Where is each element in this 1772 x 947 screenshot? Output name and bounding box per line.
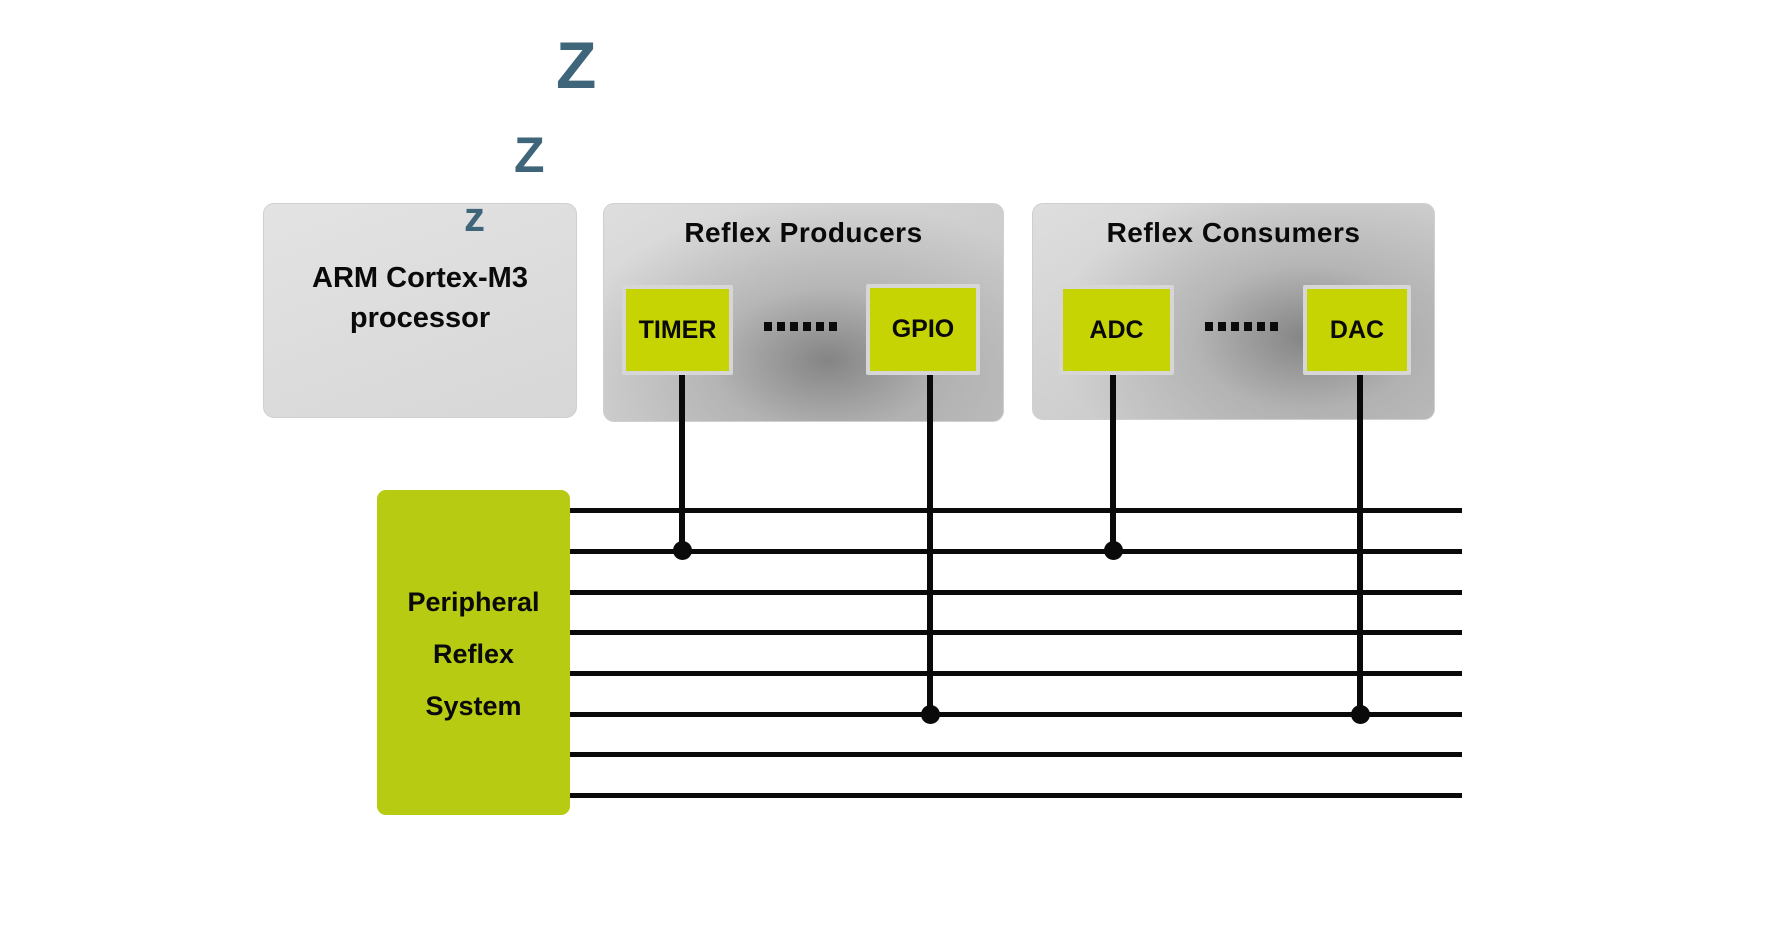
- prs-label-line1: Peripheral: [407, 587, 540, 617]
- reflex-producers-title: Reflex Producers: [684, 217, 923, 248]
- arm-processor-label: ARM Cortex-M3 processor: [264, 204, 576, 417]
- prs-label-line3: System: [425, 691, 522, 721]
- sleep-z-large-icon: Z: [556, 28, 597, 102]
- adc-connector-line: [1110, 372, 1116, 552]
- sleep-z-small-icon: z: [464, 193, 485, 240]
- arm-processor-label-line1: ARM Cortex-M3: [312, 261, 528, 294]
- dac-junction-dot: [1351, 705, 1370, 724]
- consumers-ellipsis-dots: [1205, 322, 1281, 331]
- timer-junction-dot: [673, 541, 692, 560]
- timer-chip: TIMER: [622, 285, 733, 375]
- gpio-connector-line: [927, 372, 933, 716]
- bus-line-8: [566, 793, 1462, 798]
- timer-chip-label: TIMER: [638, 315, 717, 344]
- gpio-chip-label: GPIO: [891, 315, 955, 343]
- bus-line-5: [566, 671, 1462, 676]
- arm-processor-box: ARM Cortex-M3 processor: [263, 203, 577, 418]
- dac-connector-line: [1357, 372, 1363, 716]
- arm-processor-label-line2: processor: [349, 301, 491, 334]
- bus-line-7: [566, 752, 1462, 757]
- prs-label-line2: Reflex: [432, 639, 515, 669]
- timer-connector-line: [679, 372, 685, 552]
- dac-chip: DAC: [1303, 285, 1411, 375]
- dac-chip-label: DAC: [1329, 315, 1385, 344]
- bus-line-2: [566, 549, 1462, 554]
- bus-line-6: [566, 712, 1462, 717]
- producers-ellipsis-dots: [764, 322, 840, 331]
- bus-line-4: [566, 630, 1462, 635]
- adc-chip-label: ADC: [1089, 315, 1144, 344]
- gpio-junction-dot: [921, 705, 940, 724]
- reflex-consumers-title: Reflex Consumers: [1106, 217, 1361, 248]
- peripheral-reflex-system-box: Peripheral Reflex System: [377, 490, 570, 815]
- peripheral-reflex-system-label: Peripheral Reflex System: [377, 587, 570, 743]
- gpio-chip: GPIO: [866, 284, 980, 375]
- bus-line-3: [566, 590, 1462, 595]
- adc-chip: ADC: [1059, 285, 1174, 375]
- sleep-z-medium-icon: Z: [514, 127, 545, 183]
- bus-line-1: [566, 508, 1462, 513]
- adc-junction-dot: [1104, 541, 1123, 560]
